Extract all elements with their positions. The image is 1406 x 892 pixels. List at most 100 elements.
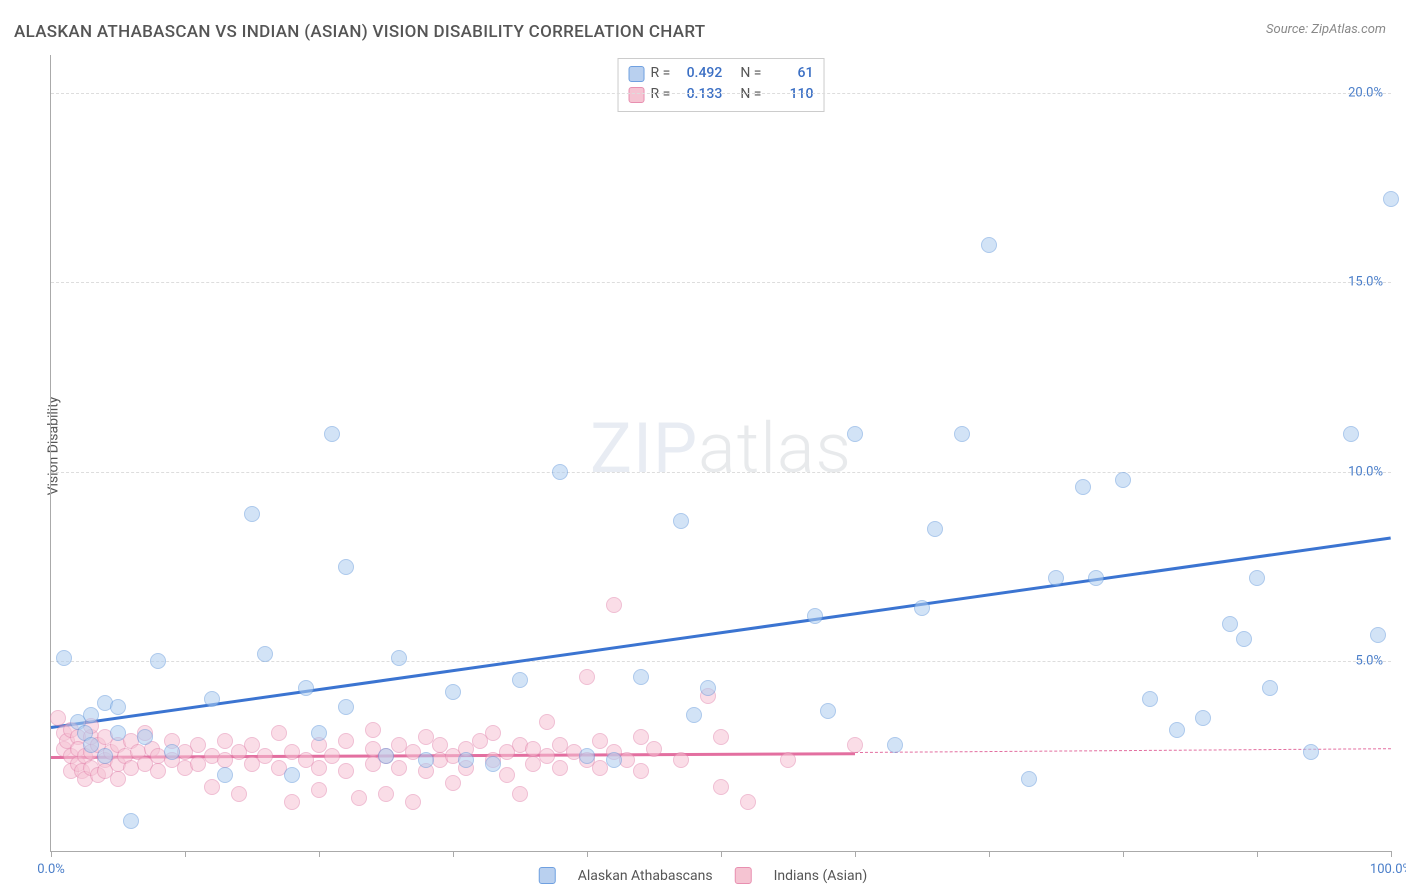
data-point — [1169, 722, 1185, 738]
data-point — [150, 653, 166, 669]
stat-row: R = 0.133 N = 110 — [629, 84, 814, 105]
x-tick — [1123, 851, 1124, 857]
x-tick — [453, 851, 454, 857]
data-point — [338, 699, 354, 715]
data-point — [405, 794, 421, 810]
data-point — [110, 771, 126, 787]
gridline — [51, 472, 1391, 473]
x-tick — [855, 851, 856, 857]
data-point — [807, 608, 823, 624]
data-point — [204, 691, 220, 707]
data-point — [847, 426, 863, 442]
data-point — [927, 521, 943, 537]
data-point — [83, 707, 99, 723]
data-point — [391, 760, 407, 776]
data-point — [445, 775, 461, 791]
data-point — [204, 779, 220, 795]
data-point — [512, 786, 528, 802]
data-point — [365, 722, 381, 738]
data-point — [338, 559, 354, 575]
y-tick-label: 10.0% — [1348, 464, 1383, 479]
data-point — [378, 748, 394, 764]
gridline — [51, 93, 1391, 94]
legend: Alaskan Athabascans Indians (Asian) — [539, 867, 868, 884]
data-point — [284, 767, 300, 783]
x-tick — [989, 851, 990, 857]
data-point — [311, 760, 327, 776]
source-attribution: Source: ZipAtlas.com — [1266, 22, 1386, 37]
x-tick — [587, 851, 588, 857]
data-point — [713, 779, 729, 795]
data-point — [579, 748, 595, 764]
data-point — [713, 729, 729, 745]
y-tick-label: 15.0% — [1348, 275, 1383, 290]
data-point — [1262, 680, 1278, 696]
data-point — [485, 756, 501, 772]
data-point — [445, 684, 461, 700]
data-point — [981, 237, 997, 253]
data-point — [123, 813, 139, 829]
stat-row: R = 0.492 N = 61 — [629, 63, 814, 84]
x-tick — [51, 851, 52, 857]
data-point — [485, 725, 501, 741]
data-point — [740, 794, 756, 810]
data-point — [150, 763, 166, 779]
plot-area: ZIPatlas R = 0.492 N = 61 R = 0.133 N = … — [50, 55, 1391, 852]
trend-line — [51, 536, 1391, 728]
legend-label: Alaskan Athabascans — [578, 868, 713, 884]
data-point — [686, 707, 702, 723]
data-point — [633, 669, 649, 685]
x-tick — [1391, 851, 1392, 857]
gridline — [51, 282, 1391, 283]
data-point — [1236, 631, 1252, 647]
x-tick-label: 100.0% — [1370, 862, 1406, 877]
data-point — [673, 513, 689, 529]
data-point — [646, 741, 662, 757]
data-point — [1249, 570, 1265, 586]
data-point — [633, 763, 649, 779]
legend-swatch-icon — [539, 867, 556, 884]
gridline — [51, 661, 1391, 662]
data-point — [137, 729, 153, 745]
data-point — [606, 597, 622, 613]
data-point — [847, 737, 863, 753]
data-point — [244, 506, 260, 522]
data-point — [1088, 570, 1104, 586]
data-point — [954, 426, 970, 442]
data-point — [887, 737, 903, 753]
data-point — [217, 733, 233, 749]
data-point — [97, 748, 113, 764]
y-tick-label: 5.0% — [1355, 654, 1383, 669]
data-point — [673, 752, 689, 768]
chart-title: ALASKAN ATHABASCAN VS INDIAN (ASIAN) VIS… — [14, 22, 705, 42]
data-point — [298, 680, 314, 696]
legend-label: Indians (Asian) — [774, 868, 868, 884]
data-point — [1222, 616, 1238, 632]
data-point — [271, 725, 287, 741]
x-tick — [319, 851, 320, 857]
y-tick-label: 20.0% — [1348, 85, 1383, 100]
data-point — [606, 752, 622, 768]
data-point — [257, 646, 273, 662]
data-point — [351, 790, 367, 806]
data-point — [700, 680, 716, 696]
data-point — [499, 767, 515, 783]
data-point — [1383, 191, 1399, 207]
data-point — [110, 725, 126, 741]
data-point — [378, 786, 394, 802]
data-point — [512, 672, 528, 688]
data-point — [231, 786, 247, 802]
watermark: ZIPatlas — [590, 408, 852, 490]
data-point — [539, 714, 555, 730]
data-point — [391, 650, 407, 666]
data-point — [592, 733, 608, 749]
data-point — [56, 650, 72, 666]
x-tick-label: 0.0% — [37, 862, 65, 877]
data-point — [820, 703, 836, 719]
x-tick — [721, 851, 722, 857]
legend-swatch-icon — [735, 867, 752, 884]
chart-container: ALASKAN ATHABASCAN VS INDIAN (ASIAN) VIS… — [0, 0, 1406, 892]
data-point — [552, 760, 568, 776]
data-point — [324, 748, 340, 764]
data-point — [1048, 570, 1064, 586]
